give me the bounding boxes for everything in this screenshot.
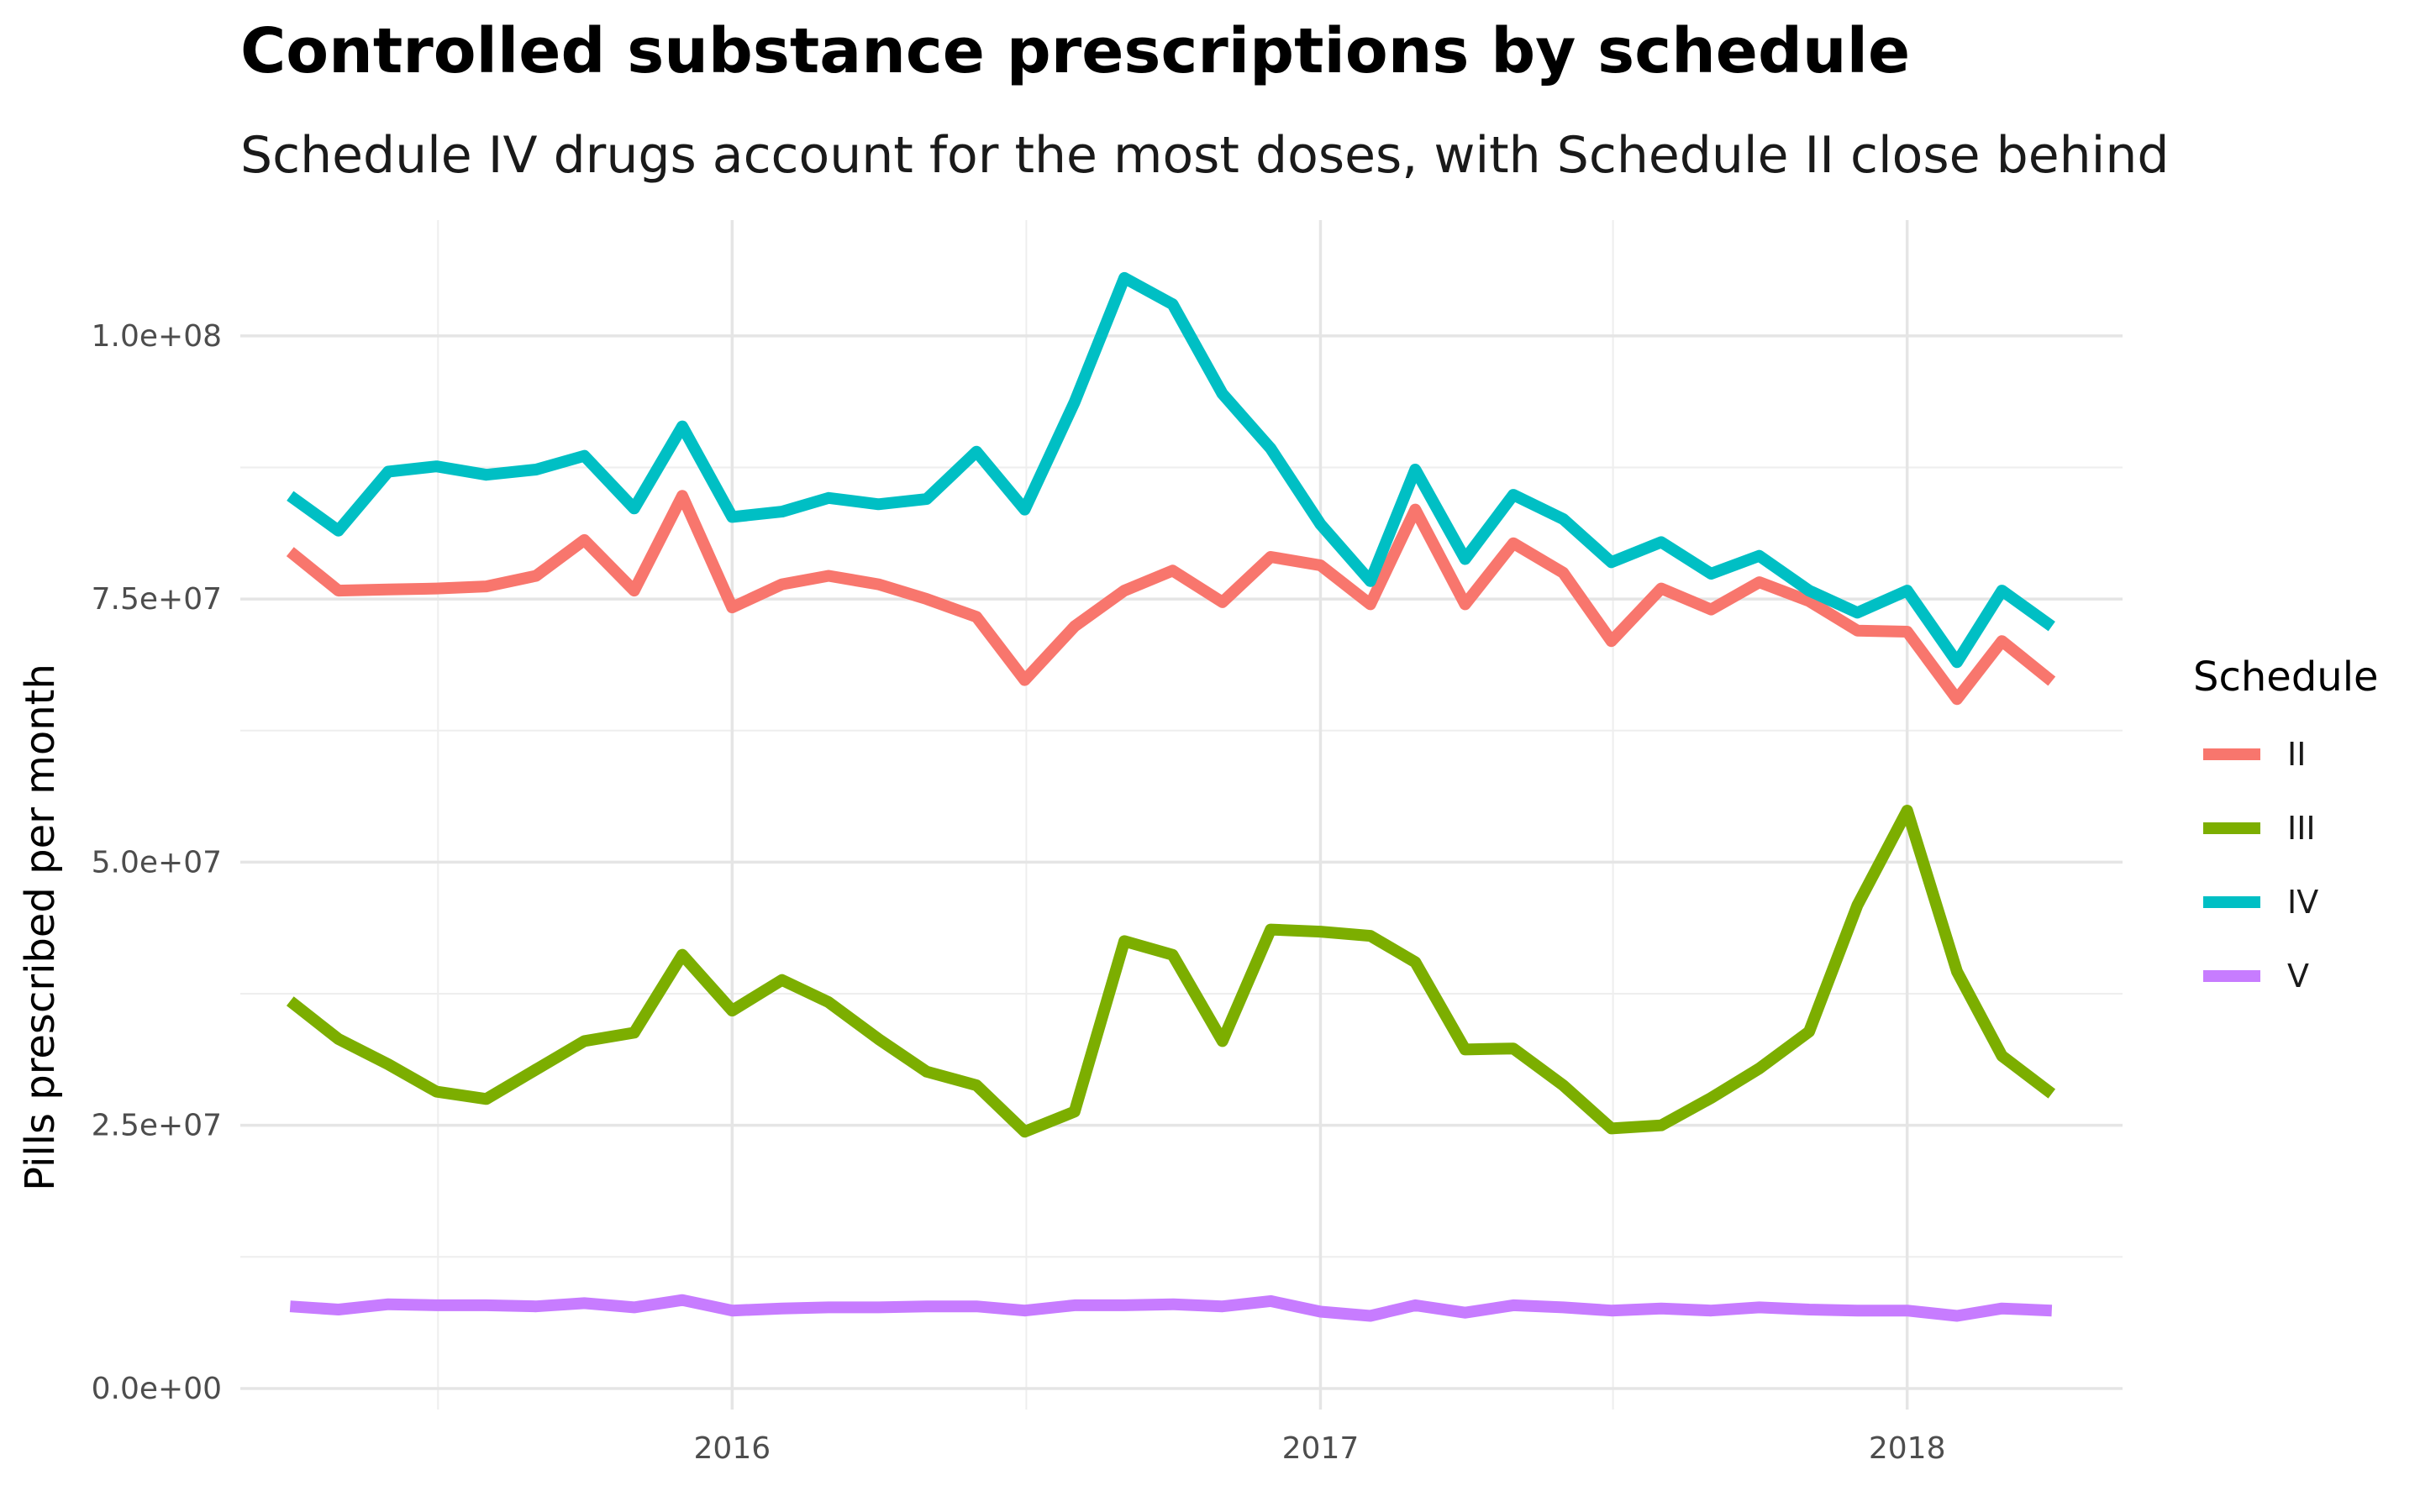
legend-title: Schedule bbox=[2193, 654, 2379, 701]
series-line-v bbox=[289, 1294, 2053, 1322]
y-tick-label: 2.5e+07 bbox=[92, 1109, 222, 1143]
chart-subtitle: Schedule IV drugs account for the most d… bbox=[240, 126, 2169, 185]
y-axis-title: Pills prescribed per month bbox=[17, 664, 64, 1191]
legend-label-v: V bbox=[2287, 958, 2309, 995]
x-tick-label: 2017 bbox=[1282, 1431, 1360, 1466]
x-tick-label: 2016 bbox=[694, 1431, 771, 1466]
minor-gridlines bbox=[240, 220, 2123, 1410]
y-tick-label: 5.0e+07 bbox=[92, 845, 222, 879]
major-gridlines bbox=[240, 220, 2123, 1410]
series-line-ii bbox=[286, 490, 2056, 706]
series-lines bbox=[286, 271, 2056, 1322]
y-tick-label: 7.5e+07 bbox=[92, 582, 222, 617]
legend-label-ii: II bbox=[2287, 736, 2306, 773]
chart-title: Controlled substance prescriptions by sc… bbox=[240, 15, 1910, 87]
y-tick-label: 0.0e+00 bbox=[92, 1372, 222, 1406]
series-line-iv bbox=[287, 271, 2055, 669]
x-axis-tick-labels: 2016 2017 2018 bbox=[694, 1431, 1946, 1466]
x-tick-label: 2018 bbox=[1869, 1431, 1946, 1466]
legend-label-iv: IV bbox=[2287, 884, 2318, 921]
legend-label-iii: III bbox=[2287, 810, 2316, 847]
y-tick-label: 1.0e+08 bbox=[92, 319, 222, 354]
series-line-iii bbox=[286, 805, 2056, 1138]
y-axis-tick-labels: 0.0e+00 2.5e+07 5.0e+07 7.5e+07 1.0e+08 bbox=[92, 319, 222, 1406]
